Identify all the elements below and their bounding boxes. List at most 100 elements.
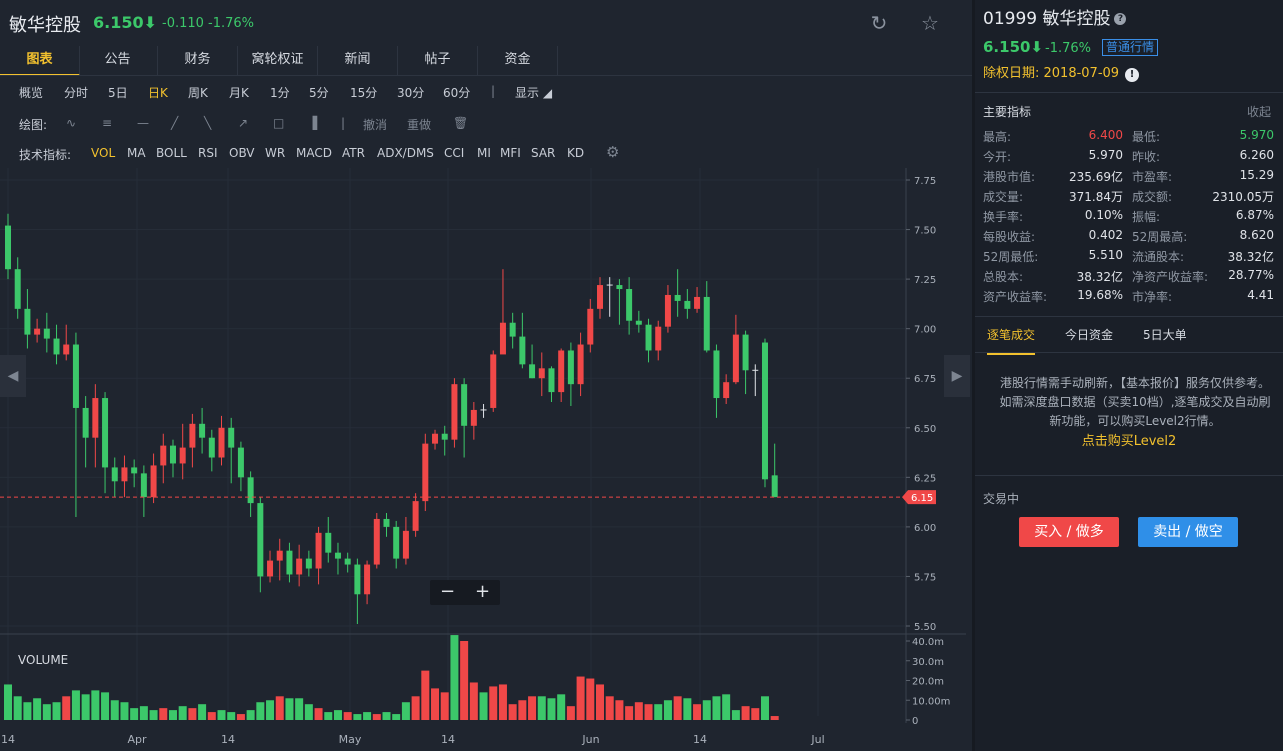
display-label: 显示: [515, 86, 540, 100]
candle-body: [296, 558, 303, 575]
buy-long-button[interactable]: 买入 / 做多: [1019, 517, 1119, 547]
kline-chart[interactable]: 7.75 7.50 7.25 7.00 6.75 6.50 6.25 6.00 5.75 5.50…: [0, 168, 972, 751]
indicator-cci[interactable]: CCI: [444, 146, 465, 160]
scroll-right-button[interactable]: ▶: [944, 355, 970, 397]
period-overview[interactable]: 概览: [19, 86, 44, 100]
rectangle-icon[interactable]: □: [273, 116, 285, 130]
period-bar: 概览 分时 5日 日K 周K 月K 1分 5分 15分 30分 60分 | 显示…: [19, 84, 553, 100]
volume-bar: [392, 714, 401, 720]
volume-bar: [42, 704, 51, 720]
indicator-mi[interactable]: MI: [477, 146, 491, 160]
tab-finance[interactable]: 财务: [158, 46, 238, 76]
hline-icon[interactable]: —: [137, 116, 149, 130]
indicator-macd[interactable]: MACD: [296, 146, 332, 160]
volume-tick-label: 20.0m: [912, 677, 944, 688]
tab-announcement[interactable]: 公告: [78, 46, 158, 76]
period-intraday[interactable]: 分时: [64, 86, 89, 100]
star-icon[interactable]: ☆: [921, 11, 939, 35]
volume-bar: [508, 704, 517, 720]
volume-bar: [722, 694, 731, 720]
ray-icon[interactable]: ╱: [171, 116, 179, 130]
tab-tick-trades[interactable]: 逐笔成交: [987, 326, 1036, 355]
chart-canvas[interactable]: 7.75 7.50 7.25 7.00 6.75 6.50 6.25 6.00 5.75 5.50…: [0, 168, 972, 751]
buy-level2-link[interactable]: 点击购买Level2: [1081, 434, 1177, 449]
period-daily[interactable]: 日K: [148, 86, 168, 100]
period-15min[interactable]: 15分: [350, 86, 378, 100]
help-icon[interactable]: ?: [1114, 13, 1127, 25]
tab-chart[interactable]: 图表: [0, 46, 80, 76]
arrow-line-icon[interactable]: ↗: [238, 116, 249, 130]
period-1min[interactable]: 1分: [270, 86, 290, 100]
tab-today-funds[interactable]: 今日资金: [1065, 328, 1114, 342]
metric-label: 今开:: [983, 150, 1012, 164]
tab-news[interactable]: 新闻: [318, 46, 398, 76]
volume-bar: [236, 714, 245, 720]
metric-row: 昨收: 6.260: [1132, 148, 1274, 168]
volume-label: VOLUME: [18, 653, 68, 667]
period-60min[interactable]: 60分: [443, 86, 471, 100]
refresh-icon[interactable]: ↻: [870, 11, 888, 35]
settings-gear-icon[interactable]: ⚙: [606, 143, 620, 161]
candle-body: [140, 473, 147, 498]
tab-posts[interactable]: 帖子: [398, 46, 478, 76]
indicator-rsi[interactable]: RSI: [198, 146, 218, 160]
x-tick-label: Jul: [810, 733, 824, 746]
candle-body: [742, 334, 749, 371]
candle-body: [208, 437, 215, 458]
bars-icon[interactable]: ▐: [308, 116, 318, 130]
indicator-sar[interactable]: SAR: [531, 146, 556, 160]
drawing-label: 绘图:: [19, 118, 48, 132]
period-weekly[interactable]: 周K: [188, 86, 208, 100]
metric-label: 52周最低:: [983, 250, 1039, 264]
indicator-wr[interactable]: WR: [265, 146, 286, 160]
period-5min[interactable]: 5分: [309, 86, 329, 100]
volume-bar: [489, 686, 498, 720]
period-monthly[interactable]: 月K: [229, 86, 249, 100]
indicators-label: 技术指标:: [19, 148, 72, 162]
volume-bar: [586, 678, 595, 720]
segment-icon[interactable]: ╲: [204, 116, 212, 130]
tab-warrants[interactable]: 窝轮权证: [238, 46, 318, 76]
volume-bar: [566, 706, 575, 720]
tab-5day-large-orders[interactable]: 5日大单: [1143, 328, 1187, 342]
collapse-button[interactable]: 收起: [1246, 105, 1271, 119]
period-5d[interactable]: 5日: [108, 86, 128, 100]
volume-bar: [401, 702, 410, 720]
indicator-ma[interactable]: MA: [127, 146, 146, 160]
metric-value: 5.970: [1239, 128, 1274, 142]
tab-funds[interactable]: 资金: [478, 46, 558, 76]
polyline-icon[interactable]: ∿: [66, 116, 77, 130]
trash-icon[interactable]: 🗑: [453, 116, 469, 130]
undo-button[interactable]: 撤消: [363, 118, 388, 132]
indicator-adx[interactable]: ADX/DMS: [377, 146, 434, 160]
indicator-boll[interactable]: BOLL: [156, 146, 187, 160]
panel-divider[interactable]: [972, 0, 975, 751]
horizontal-lines-icon[interactable]: ≡: [102, 116, 113, 130]
x-tick-label: Jun: [581, 733, 599, 746]
indicator-kd[interactable]: KD: [567, 146, 585, 160]
redo-button[interactable]: 重做: [407, 118, 432, 132]
zoom-in-button[interactable]: +: [474, 581, 491, 602]
price-tick-label: 5.75: [914, 572, 936, 583]
indicator-vol[interactable]: VOL: [91, 146, 116, 160]
candle-body: [402, 530, 409, 559]
display-menu[interactable]: 显示 ◢: [515, 86, 553, 100]
price-tick-label: 6.50: [914, 424, 936, 435]
indicator-atr[interactable]: ATR: [342, 146, 365, 160]
indicator-mfi[interactable]: MFI: [500, 146, 521, 160]
volume-bar: [304, 704, 313, 720]
period-30min[interactable]: 30分: [397, 86, 425, 100]
sell-short-button[interactable]: 卖出 / 做空: [1138, 517, 1238, 547]
zoom-out-button[interactable]: −: [439, 581, 456, 602]
metric-label: 净资产收益率:: [1132, 270, 1209, 284]
zoom-control: − +: [430, 580, 500, 605]
quote-type-badge[interactable]: 普通行情: [1102, 39, 1159, 56]
scroll-left-button[interactable]: ◀: [0, 355, 26, 397]
x-tick-label: May: [339, 733, 362, 746]
indicator-obv[interactable]: OBV: [229, 146, 255, 160]
volume-bar: [159, 708, 168, 720]
info-icon[interactable]: !: [1125, 68, 1140, 82]
candle-body: [276, 550, 283, 561]
candle-body: [723, 382, 730, 399]
volume-bar: [333, 710, 342, 720]
